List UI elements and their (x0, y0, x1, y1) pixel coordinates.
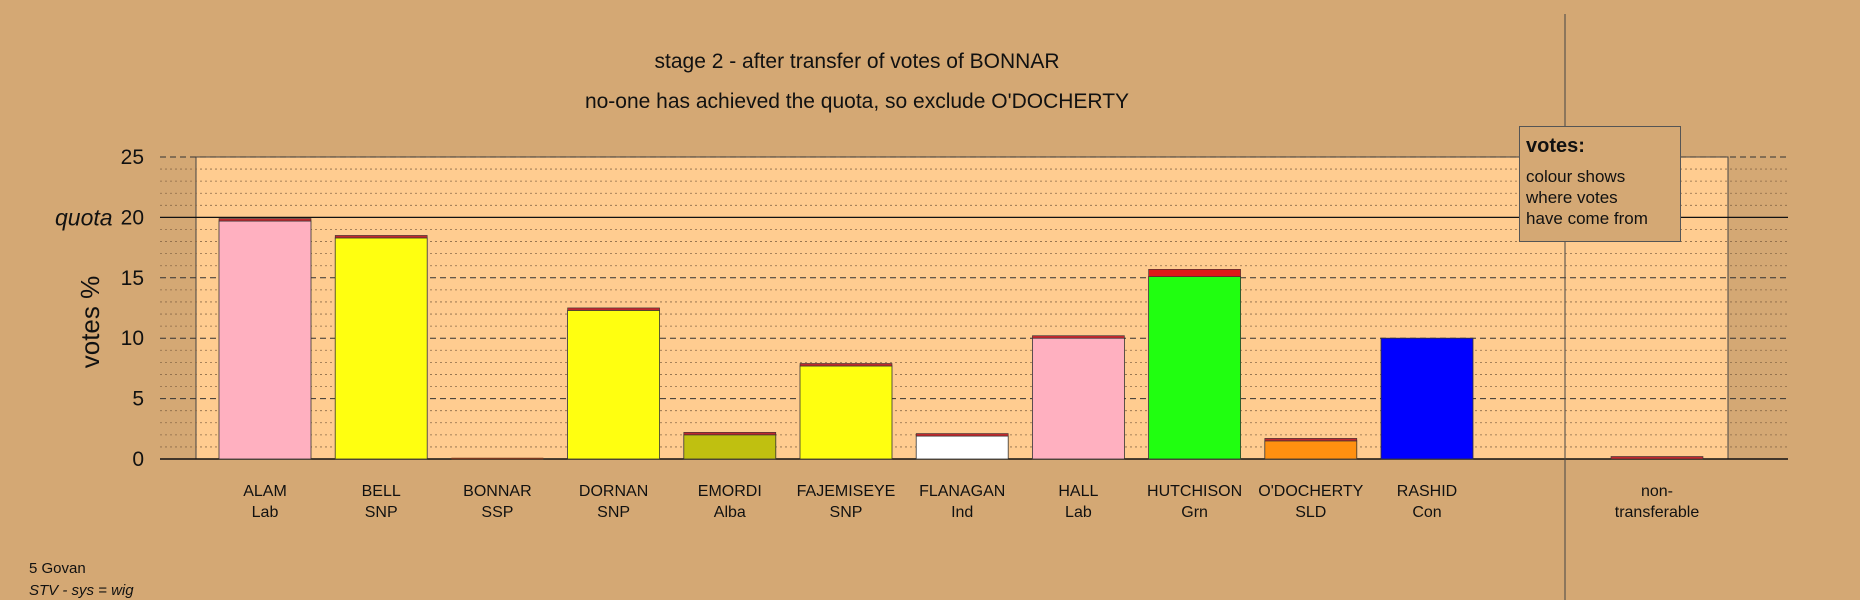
bar-transfer-segment (218, 218, 312, 222)
legend-line: have come from (1526, 209, 1648, 228)
y-axis-label: votes % (75, 276, 105, 369)
bar (915, 435, 1009, 460)
x-tick-label: FAJEMISEYE (797, 483, 896, 500)
x-tick-label: BONNAR (463, 483, 531, 500)
chart-subtitle: no-one has achieved the quota, so exclud… (584, 90, 1130, 113)
y-tick-label: 5 (132, 388, 144, 411)
bar-transfer-segment (567, 307, 660, 311)
y-tick-label: 25 (121, 146, 144, 169)
x-tick-label: HALL (1058, 483, 1098, 500)
y-tick-label: 20 (121, 206, 144, 229)
bar (1148, 276, 1241, 460)
legend-title: votes: (1526, 135, 1585, 157)
x-tick-label: BELL (362, 483, 401, 500)
x-tick-label: HUTCHISON (1147, 483, 1242, 500)
x-tick-label: RASHID (1397, 483, 1457, 500)
bar-transfer-segment (1264, 438, 1358, 442)
bar (1264, 440, 1358, 460)
bar (1380, 337, 1474, 460)
bar (567, 310, 660, 460)
bar-nontransferable (1610, 456, 1704, 460)
bar (683, 434, 777, 460)
x-tick-label-party: Lab (252, 504, 279, 521)
x-tick-label-party: Con (1412, 504, 1441, 521)
x-tick-label: O'DOCHERTY (1258, 483, 1363, 500)
x-tick-label: non- (1641, 483, 1673, 500)
bar (334, 237, 428, 460)
x-tick-label-party: SNP (365, 504, 398, 521)
x-tick-label-party: SNP (830, 504, 863, 521)
x-tick-label: ALAM (243, 483, 287, 500)
bar-transfer-segment (683, 432, 777, 436)
x-tick-label-party: SLD (1295, 504, 1326, 521)
footnote-system: STV - sys = wig (29, 582, 134, 599)
legend-text: colour shows where votes have come from (1526, 166, 1674, 229)
bar-transfer-segment (1148, 269, 1241, 277)
x-tick-label: DORNAN (579, 483, 648, 500)
chart-title: stage 2 - after transfer of votes of BON… (654, 50, 1060, 73)
x-tick-label-party: Lab (1065, 504, 1092, 521)
footnote-ward: 5 Govan (29, 560, 86, 577)
bar (1032, 337, 1125, 460)
legend-line: where votes (1526, 188, 1618, 207)
bar-transfer-segment (799, 363, 893, 367)
x-tick-label: EMORDI (698, 483, 762, 500)
x-tick-label: transferable (1615, 504, 1700, 521)
legend-line: colour shows (1526, 167, 1626, 186)
y-tick-label: 0 (132, 448, 144, 471)
bar-transfer-segment (1032, 335, 1125, 339)
x-tick-label-party: SNP (597, 504, 630, 521)
bar-transfer-segment (915, 433, 1009, 437)
legend: votes: colour shows where votes have com… (1519, 126, 1681, 242)
x-tick-label-party: SSP (481, 504, 513, 521)
bar (799, 365, 893, 460)
x-tick-label-party: Grn (1181, 504, 1208, 521)
x-tick-label-party: Alba (714, 504, 746, 521)
y-tick-label: 15 (121, 267, 144, 290)
y-tick-label: 10 (121, 327, 144, 350)
x-tick-label: FLANAGAN (919, 483, 1005, 500)
bar-transfer-segment (334, 235, 428, 239)
quota-label: quota (55, 204, 113, 230)
x-tick-label-party: Ind (951, 504, 973, 521)
bar (218, 220, 312, 460)
